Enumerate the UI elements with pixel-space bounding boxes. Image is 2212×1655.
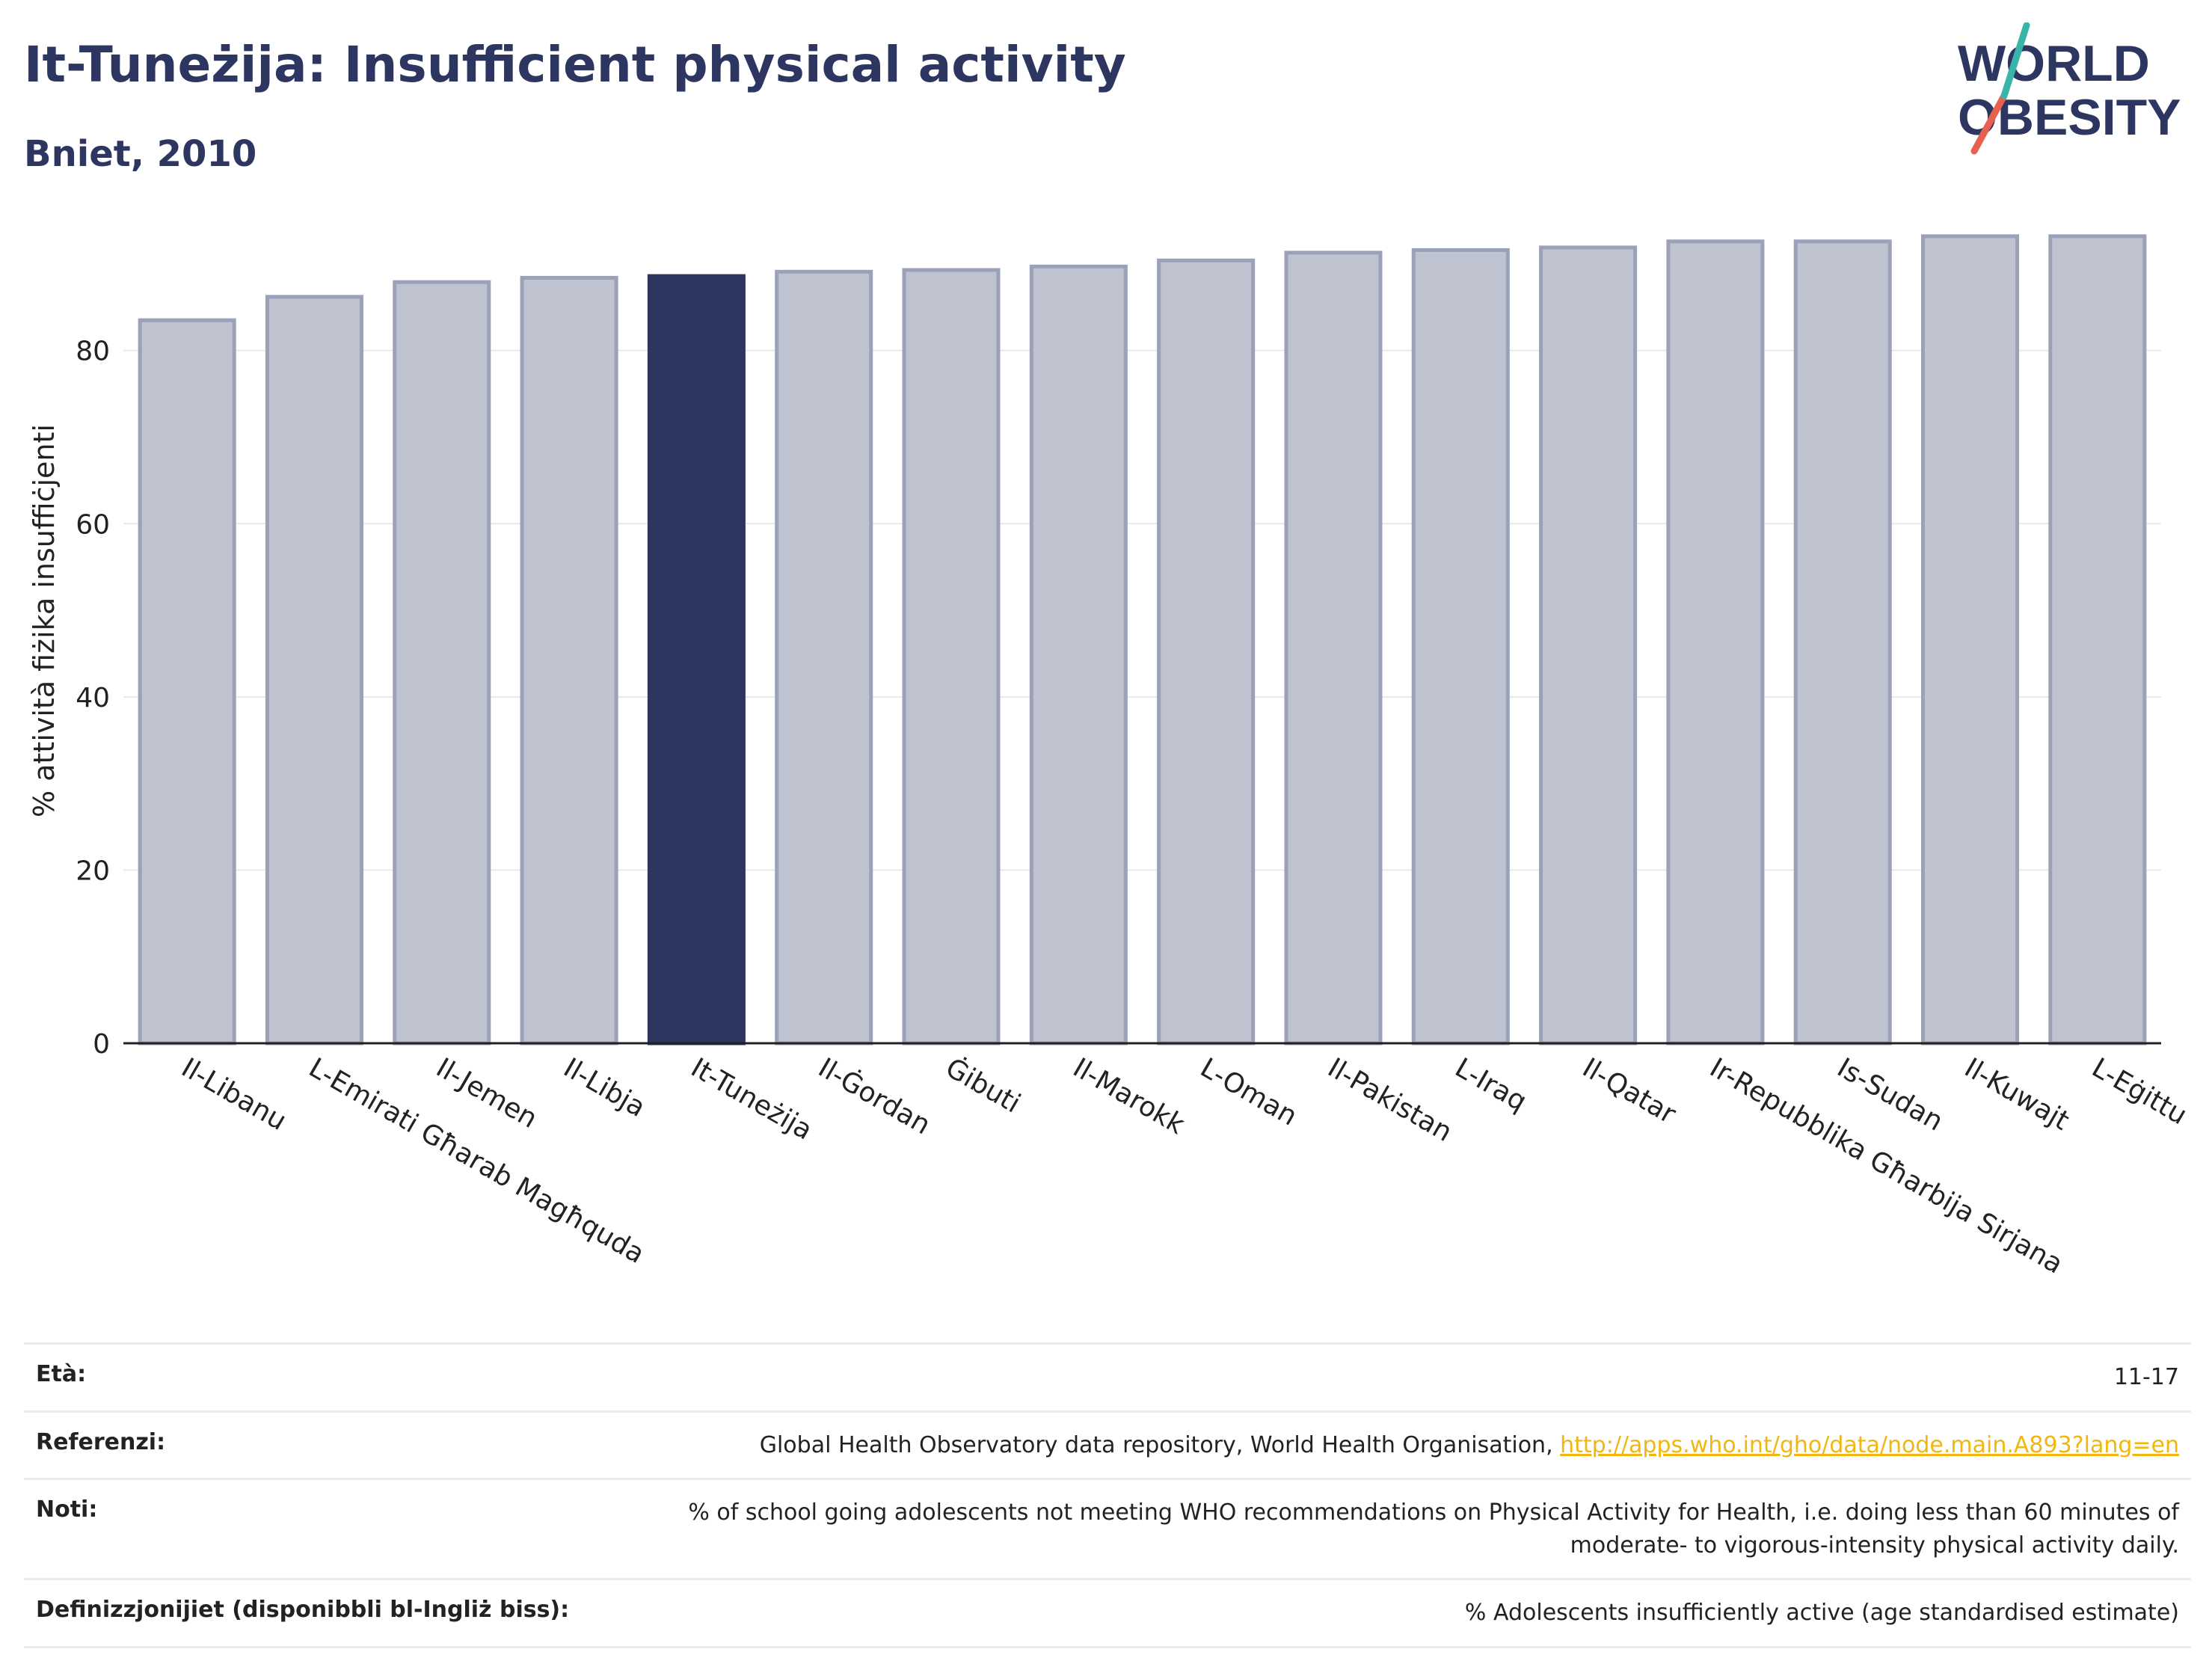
y-axis-ticks: 0 20 40 60 80 <box>76 337 110 1060</box>
meta-key: Referenzi: <box>24 1410 675 1480</box>
page-subtitle: Bniet, 2010 <box>24 133 257 175</box>
x-tick-label: Il-Ġordan <box>813 1051 936 1140</box>
bar-11 <box>1539 245 1638 1045</box>
meta-value: % of school going adolescents not meetin… <box>674 1478 2191 1580</box>
bar-6 <box>902 268 1001 1045</box>
bar-12 <box>1666 239 1765 1045</box>
bar-chart: 0 20 40 60 80 Il-Libanu L-Emirati Għarab Magħ… <box>28 234 2193 1280</box>
bar-2 <box>393 280 491 1045</box>
meta-row-definitions: Definizzjonijiet (disponibbli bl-Ingliż … <box>24 1578 2191 1648</box>
x-tick-label: It-Tuneżija <box>686 1052 817 1146</box>
metadata-table: Età: 11-17 Referenzi: Global Health Obse… <box>24 1342 2191 1648</box>
logo-line1: WORLD <box>1958 35 2150 92</box>
x-tick-label: Il-Qatar <box>1577 1052 1681 1130</box>
x-tick-label: Il-Libanu <box>176 1052 292 1137</box>
x-axis-ticks: Il-Libanu L-Emirati Għarab MagħqudaIl-Jem… <box>176 1051 2193 1280</box>
bar-15 <box>2048 234 2147 1045</box>
y-tick-label: 80 <box>76 337 110 367</box>
world-obesity-logo: WORLD OBESITY <box>1958 22 2181 155</box>
bar-1 <box>265 295 363 1045</box>
meta-key: Definizzjonijiet (disponibbli bl-Ingliż … <box>24 1578 675 1648</box>
logo-slash-teal <box>2000 22 2030 99</box>
bar-9 <box>1284 251 1383 1045</box>
bar-5 <box>775 269 873 1045</box>
meta-row-notes: Noti: % of school going adolescents not … <box>24 1478 2191 1580</box>
page-title: It-Tuneżija: Insufficient physical activ… <box>24 36 1126 93</box>
y-axis-label: % attività fiżika insuffiċjenti <box>28 424 61 817</box>
meta-value: % Adolescents insufficiently active (age… <box>674 1578 2191 1648</box>
meta-value: Global Health Observatory data repositor… <box>674 1410 2191 1480</box>
logo-slash-red <box>1970 92 2008 155</box>
meta-value: 11-17 <box>674 1342 2191 1413</box>
x-tick-label: Ġibuti <box>941 1051 1026 1119</box>
bar-14 <box>1921 234 2020 1045</box>
meta-row-references: Referenzi: Global Health Observatory dat… <box>24 1410 2191 1480</box>
y-tick-label: 40 <box>76 683 110 713</box>
bar-13 <box>1793 239 1892 1045</box>
reference-link[interactable]: http://apps.who.int/gho/data/node.main.A… <box>1560 1431 2179 1458</box>
y-tick-label: 20 <box>76 856 110 886</box>
meta-row-age: Età: 11-17 <box>24 1342 2191 1413</box>
bar-3 <box>520 275 618 1045</box>
meta-key: Noti: <box>24 1478 675 1580</box>
x-tick-label: L-Oman <box>1195 1052 1302 1132</box>
x-tick-label: Il-Kuwajt <box>1959 1052 2074 1136</box>
x-tick-label: L-Eġittu <box>2086 1052 2192 1131</box>
y-tick-label: 60 <box>76 509 110 540</box>
x-tick-label: Is-Sudan <box>1832 1052 1948 1137</box>
x-tick-label: Il-Jemen <box>431 1052 542 1134</box>
bar-10 <box>1411 248 1510 1045</box>
x-tick-label: Il-Libja <box>559 1052 651 1123</box>
bar-0 <box>138 318 236 1045</box>
y-tick-label: 0 <box>93 1029 110 1060</box>
bar-8 <box>1157 258 1256 1045</box>
bar-4 <box>647 274 746 1045</box>
bar-7 <box>1029 264 1128 1045</box>
meta-key: Età: <box>24 1342 675 1413</box>
bars <box>138 234 2147 1045</box>
reference-text: Global Health Observatory data repositor… <box>759 1431 1561 1458</box>
x-tick-label: L-Iraq <box>1450 1052 1531 1117</box>
x-tick-label: Il-Pakistan <box>1322 1052 1457 1148</box>
x-tick-label: Il-Marokk <box>1068 1052 1190 1140</box>
